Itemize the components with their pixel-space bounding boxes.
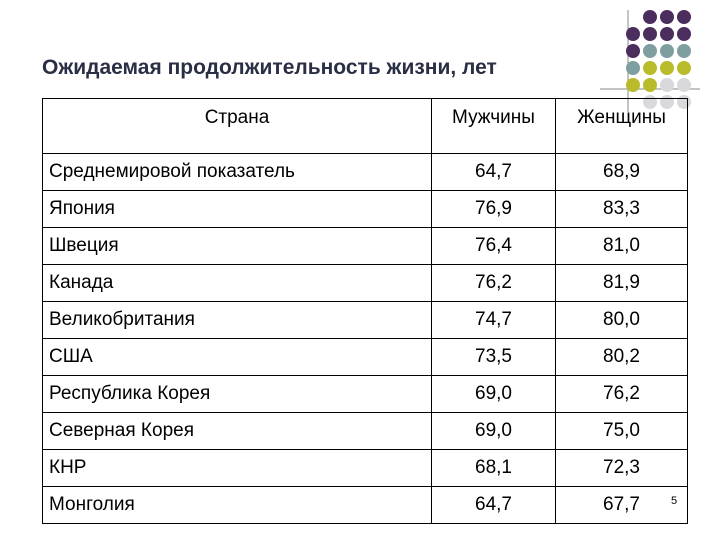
dot [626, 78, 640, 92]
table-row: КНР 68,1 72,3 [42, 449, 688, 487]
value-cell: 68,1 [431, 449, 556, 487]
country-cell: Республика Корея [42, 375, 432, 413]
value-cell: 64,7 [431, 486, 556, 524]
table-row: Япония 76,9 83,3 [42, 190, 688, 228]
value-cell: 72,3 [555, 449, 688, 487]
table-row: Канада 76,2 81,9 [42, 264, 688, 302]
table-row: Северная Корея 69,0 75,0 [42, 412, 688, 450]
page-number: 5 [671, 495, 678, 507]
table-row: Среднемировой показатель 64,7 68,9 [42, 153, 688, 191]
dot [643, 10, 657, 24]
country-cell: Монголия [42, 486, 432, 524]
value-cell: 83,3 [555, 190, 688, 228]
value-cell: 69,0 [431, 375, 556, 413]
dot [643, 27, 657, 41]
dot [626, 44, 640, 58]
country-cell: Среднемировой показатель [42, 153, 432, 191]
value-cell: 80,2 [555, 338, 688, 376]
value-cell: 76,2 [555, 375, 688, 413]
dot [643, 44, 657, 58]
header-cell: Женщины [555, 98, 688, 154]
life-expectancy-table: Страна Мужчины Женщины Среднемировой пок… [42, 98, 688, 524]
header-cell: Мужчины [431, 98, 556, 154]
value-cell: 73,5 [431, 338, 556, 376]
country-cell: Швеция [42, 227, 432, 265]
dot [677, 44, 691, 58]
value-cell: 76,9 [431, 190, 556, 228]
country-cell: Северная Корея [42, 412, 432, 450]
value-cell: 81,9 [555, 264, 688, 302]
header-cell: Страна [42, 98, 432, 154]
dot [643, 78, 657, 92]
value-cell: 69,0 [431, 412, 556, 450]
value-cell: 81,0 [555, 227, 688, 265]
value-cell: 80,0 [555, 301, 688, 339]
dot [626, 27, 640, 41]
dot [660, 61, 674, 75]
table-row: Швеция 76,4 81,0 [42, 227, 688, 265]
dot [677, 78, 691, 92]
value-cell: 67,7 [555, 486, 688, 524]
dot [677, 61, 691, 75]
table-row: Великобритания 74,7 80,0 [42, 301, 688, 339]
value-cell: 76,4 [431, 227, 556, 265]
dot [677, 10, 691, 24]
value-cell: 76,2 [431, 264, 556, 302]
table-row: Республика Корея 69,0 76,2 [42, 375, 688, 413]
dot [643, 61, 657, 75]
dot [626, 61, 640, 75]
dot [660, 27, 674, 41]
dot [660, 44, 674, 58]
value-cell: 75,0 [555, 412, 688, 450]
table-row: США 73,5 80,2 [42, 338, 688, 376]
dot [660, 78, 674, 92]
value-cell: 64,7 [431, 153, 556, 191]
dot [660, 10, 674, 24]
country-cell: Япония [42, 190, 432, 228]
country-cell: Канада [42, 264, 432, 302]
table-row: Монголия 64,7 67,7 [42, 486, 688, 524]
country-cell: Великобритания [42, 301, 432, 339]
value-cell: 74,7 [431, 301, 556, 339]
slide-title: Ожидаемая продолжительность жизни, лет [42, 56, 497, 79]
country-cell: США [42, 338, 432, 376]
dot [677, 27, 691, 41]
dot-grid [626, 10, 691, 109]
country-cell: КНР [42, 449, 432, 487]
header-row: Страна Мужчины Женщины [42, 98, 688, 154]
value-cell: 68,9 [555, 153, 688, 191]
